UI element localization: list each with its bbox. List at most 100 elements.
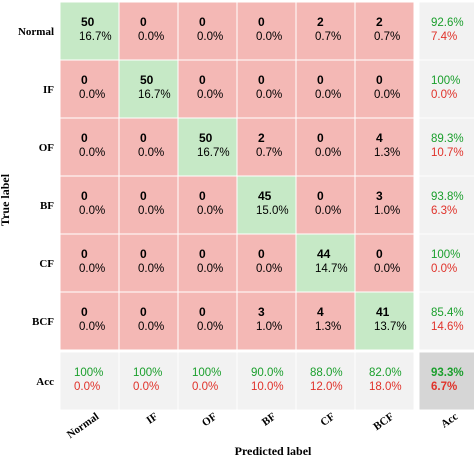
cell-percentage: 0.7% <box>256 147 282 159</box>
col-accuracy-correct: 100% <box>192 367 221 379</box>
cell-background <box>118 117 179 177</box>
matrix-cell: 0 0.0% <box>295 59 356 119</box>
matrix-cell: 2 0.7% <box>236 117 297 177</box>
row-label: Acc <box>36 376 54 388</box>
cell-count: 45 <box>258 189 272 203</box>
col-accuracy-cell: 90.0% 10.0% <box>236 351 297 411</box>
cell-count: 0 <box>199 15 206 29</box>
cell-count: 0 <box>140 305 147 319</box>
column-label: CF <box>318 410 337 428</box>
matrix-cell: 0 0.0% <box>59 233 120 293</box>
matrix-cell: 0 0.0% <box>59 291 120 351</box>
column-label: BF <box>260 410 279 428</box>
summary-background <box>177 351 238 411</box>
matrix-cell: 41 13.7% <box>354 291 415 351</box>
row-accuracy-cell: 89.3% 10.7% <box>418 117 474 177</box>
matrix-cell: 0 0.0% <box>236 233 297 293</box>
matrix-cell: 2 0.7% <box>295 1 356 61</box>
column-label: IF <box>144 410 160 426</box>
cell-count: 0 <box>140 131 147 145</box>
cell-count: 41 <box>376 305 390 319</box>
col-accuracy-correct: 88.0% <box>310 367 343 379</box>
cell-count: 3 <box>376 189 383 203</box>
row-accuracy-correct: 92.6% <box>431 17 464 29</box>
matrix-cell: 0 0.0% <box>118 291 179 351</box>
cell-percentage: 0.0% <box>197 89 223 101</box>
cell-background <box>236 291 297 351</box>
cell-percentage: 0.0% <box>197 263 223 275</box>
col-accuracy-error: 18.0% <box>369 381 402 393</box>
cell-background <box>118 1 179 61</box>
cell-background <box>295 291 356 351</box>
cell-percentage: 0.0% <box>374 263 400 275</box>
row-label: Normal <box>18 26 54 38</box>
matrix-cell: 0 0.0% <box>118 1 179 61</box>
cell-percentage: 15.0% <box>256 205 289 217</box>
cell-percentage: 16.7% <box>197 147 230 159</box>
col-accuracy-correct: 100% <box>133 367 162 379</box>
x-axis-label: Predicted label <box>235 444 312 458</box>
summary-background <box>418 291 474 351</box>
column-label: Acc <box>439 411 460 431</box>
cell-background <box>295 175 356 235</box>
cell-count: 0 <box>81 73 88 87</box>
cell-background <box>118 59 179 119</box>
cell-count: 0 <box>81 131 88 145</box>
matrix-cell: 44 14.7% <box>295 233 356 293</box>
cell-count: 2 <box>317 15 324 29</box>
cell-count: 2 <box>376 15 383 29</box>
matrix-cell: 2 0.7% <box>354 1 415 61</box>
cell-percentage: 0.0% <box>138 31 164 43</box>
cell-background <box>59 175 120 235</box>
row-label: BF <box>40 200 54 212</box>
cell-percentage: 1.3% <box>374 147 400 159</box>
cell-percentage: 0.0% <box>315 89 341 101</box>
row-accuracy-cell: 100% 0.0% <box>418 233 474 293</box>
cell-count: 0 <box>317 131 324 145</box>
row-accuracy-correct: 100% <box>431 75 460 87</box>
row-accuracy-error: 14.6% <box>431 321 464 333</box>
cell-percentage: 0.0% <box>315 147 341 159</box>
col-accuracy-error: 10.0% <box>251 381 284 393</box>
cell-count: 0 <box>199 247 206 261</box>
cell-count: 50 <box>140 73 154 87</box>
col-accuracy-error: 0.0% <box>74 381 100 393</box>
row-label: CF <box>39 258 54 270</box>
col-accuracy-correct: 90.0% <box>251 367 284 379</box>
cell-percentage: 0.0% <box>79 89 105 101</box>
cell-background <box>295 233 356 293</box>
col-accuracy-cell: 82.0% 18.0% <box>354 351 415 411</box>
cell-count: 4 <box>317 305 324 319</box>
cell-background <box>236 175 297 235</box>
cell-background <box>354 1 415 61</box>
matrix-cell: 0 0.0% <box>59 175 120 235</box>
cell-count: 0 <box>199 305 206 319</box>
matrix-cell: 4 1.3% <box>354 117 415 177</box>
col-accuracy-error: 0.0% <box>192 381 218 393</box>
cell-percentage: 0.0% <box>197 31 223 43</box>
cell-count: 0 <box>140 189 147 203</box>
cell-percentage: 1.3% <box>315 321 341 333</box>
cell-count: 0 <box>140 247 147 261</box>
matrix-cell: 0 0.0% <box>177 291 238 351</box>
row-label: OF <box>39 142 55 154</box>
y-axis-label: True label <box>0 173 12 226</box>
matrix-cell: 0 0.0% <box>295 117 356 177</box>
matrix-cell: 0 0.0% <box>59 117 120 177</box>
cell-background <box>295 117 356 177</box>
cell-percentage: 0.0% <box>197 321 223 333</box>
column-labels: Normal IF OF BF CF BCF Acc <box>65 410 460 441</box>
matrix-cell: 3 1.0% <box>236 291 297 351</box>
cell-background <box>354 233 415 293</box>
cell-background <box>354 175 415 235</box>
cell-count: 0 <box>317 189 324 203</box>
summary-background <box>118 351 179 411</box>
cell-count: 4 <box>376 131 383 145</box>
cell-percentage: 0.7% <box>315 31 341 43</box>
cell-background <box>354 117 415 177</box>
col-accuracy-error: 0.0% <box>133 381 159 393</box>
summary-background <box>354 351 415 411</box>
cell-percentage: 0.0% <box>256 31 282 43</box>
cell-percentage: 0.0% <box>138 263 164 275</box>
